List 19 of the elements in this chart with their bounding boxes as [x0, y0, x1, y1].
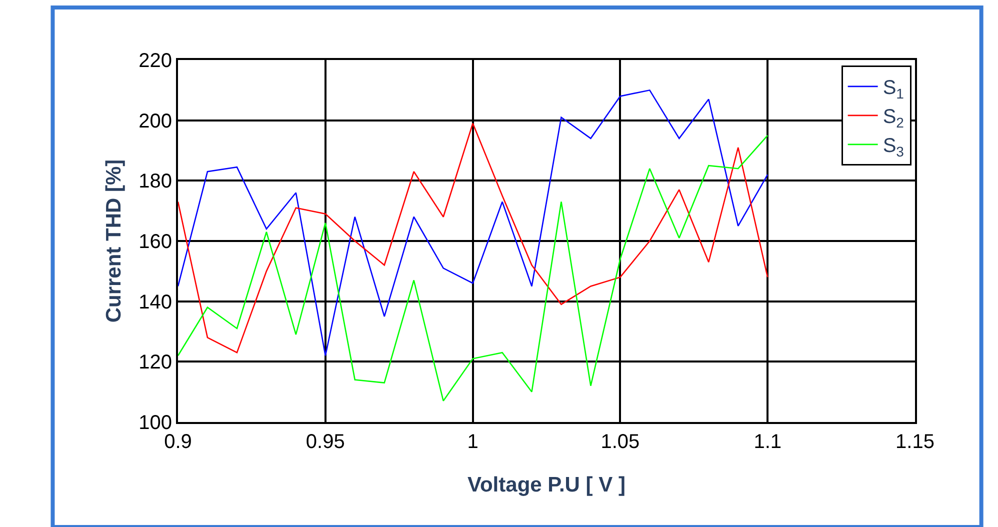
x-tick-label: 1: [467, 431, 478, 453]
x-tick-label: 1.15: [896, 431, 934, 453]
y-axis-title: Current THD [%]: [102, 159, 126, 323]
legend-label: S$_{1}$: [882, 77, 904, 102]
x-tick-label: 0.9: [164, 431, 192, 453]
y-tick-label: 100: [138, 412, 172, 434]
legend-label: S$_{2}$: [882, 106, 904, 130]
y-tick-label: 140: [138, 291, 172, 314]
y-tick-label: 120: [138, 352, 172, 374]
y-tick-label: 160: [138, 231, 172, 253]
y-tick-label: 180: [138, 170, 172, 193]
x-tick-label: 0.95: [306, 431, 345, 453]
x-axis-title: Voltage P.U [ V ]: [468, 474, 626, 497]
y-tick-label: 220: [138, 50, 172, 72]
x-tick-label: 1.1: [754, 431, 782, 453]
line-series: [178, 134, 768, 402]
x-tick-label: 1.05: [600, 431, 640, 453]
y-tick-label: 200: [138, 110, 172, 132]
legend-label: S$_{3}$: [882, 135, 904, 160]
